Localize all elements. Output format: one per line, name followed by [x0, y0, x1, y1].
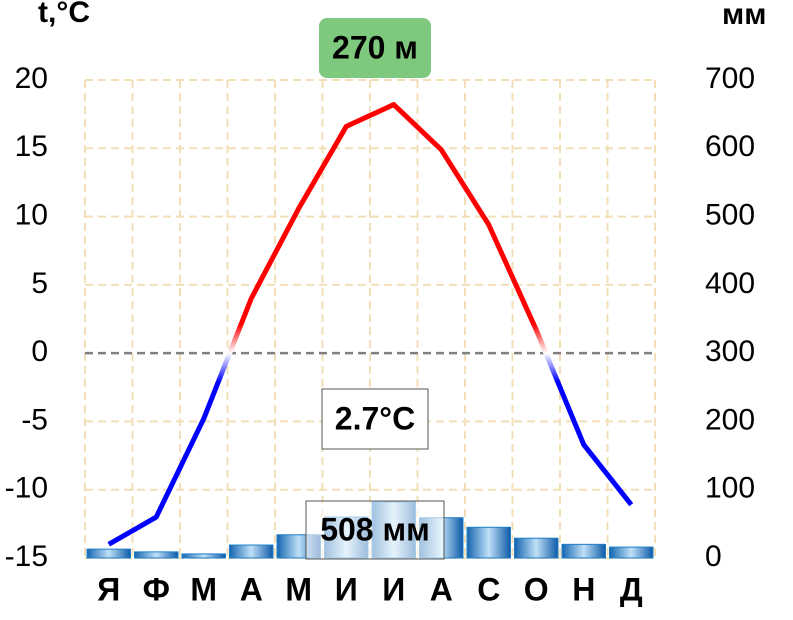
y2-axis-label: мм	[722, 0, 766, 31]
y-tick-label: 15	[15, 130, 48, 163]
y2-tick-label: 100	[705, 472, 755, 505]
elevation-box	[319, 18, 431, 78]
x-tick-label: Ф	[143, 571, 170, 607]
precipitation-bar	[229, 544, 274, 559]
precipitation-bar	[86, 548, 131, 559]
y-tick-label: 5	[31, 267, 48, 300]
x-tick-label: М	[190, 571, 217, 607]
temperature-line	[107, 102, 634, 547]
precipitation-bar	[181, 553, 226, 559]
x-tick-label: И	[335, 571, 358, 607]
x-tick-label: М	[285, 571, 312, 607]
total-precipitation-box	[305, 500, 445, 560]
mean-temperature: 2.7°C	[335, 400, 415, 436]
y2-tick-label: 500	[705, 198, 755, 231]
x-tick-label: Д	[620, 571, 643, 607]
elevation: 270 м	[332, 29, 418, 65]
y-tick-label: 10	[15, 198, 48, 231]
y-tick-label: -15	[5, 540, 48, 573]
precipitation-bar	[514, 537, 559, 559]
precipitation-bar	[466, 526, 511, 559]
x-tick-label: А	[430, 571, 453, 607]
y2-tick-label: 600	[705, 130, 755, 163]
total-precipitation: 508 мм	[320, 511, 430, 547]
x-tick-label: Я	[97, 571, 120, 607]
x-tick-label: О	[524, 571, 549, 607]
precipitation-bar	[134, 551, 179, 559]
y2-tick-label: 400	[705, 267, 755, 300]
x-tick-label: С	[477, 571, 500, 607]
precipitation-bar	[609, 546, 654, 559]
y-tick-label: -5	[21, 403, 48, 436]
y2-tick-label: 700	[705, 62, 755, 95]
y-tick-label: -10	[5, 472, 48, 505]
y2-tick-label: 300	[705, 335, 755, 368]
x-tick-label: Н	[572, 571, 595, 607]
y-tick-label: 0	[31, 335, 48, 368]
x-tick-label: А	[240, 571, 263, 607]
y2-tick-label: 200	[705, 403, 755, 436]
y2-tick-label: 0	[705, 540, 722, 573]
y-tick-label: 20	[15, 62, 48, 95]
mean-temperature-box	[321, 388, 429, 450]
precipitation-bar	[561, 543, 606, 559]
x-tick-label: И	[382, 571, 405, 607]
y-axis-label: t,°C	[38, 0, 90, 29]
